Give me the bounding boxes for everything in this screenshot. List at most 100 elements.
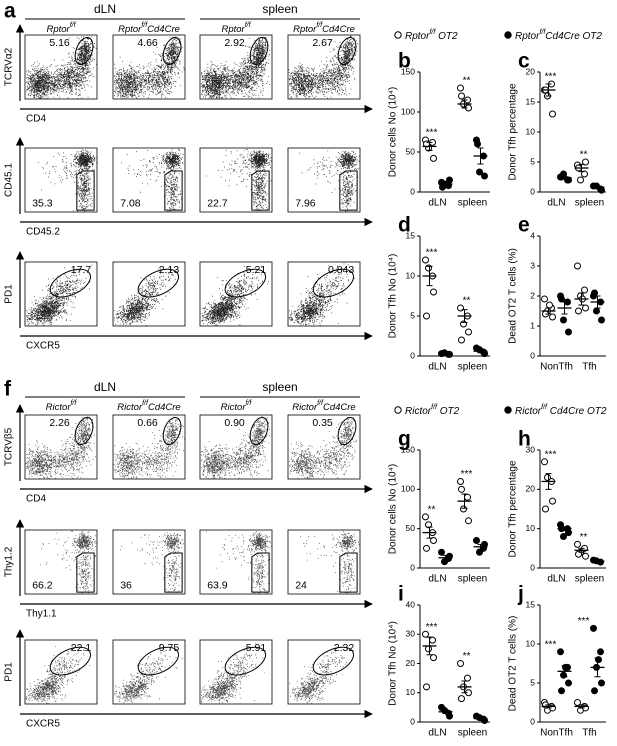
panel-letter: d: [398, 214, 411, 237]
y-axis-label: Dead OT2 T cells (%): [508, 248, 519, 344]
data-point: [565, 328, 572, 336]
y-axis-label: Dead OT2 T cells (%): [508, 616, 519, 712]
error-bar: [561, 175, 568, 180]
flow-events: [114, 645, 183, 704]
data-point: [560, 671, 567, 679]
gate: [224, 646, 267, 676]
data-point: [473, 536, 480, 544]
flow-events: [114, 36, 185, 99]
y-tick-label: 3: [530, 260, 535, 270]
error-bar: [594, 185, 601, 189]
error-bar: [578, 163, 585, 173]
text-base: Rictor: [405, 406, 432, 417]
data-point: [423, 683, 430, 691]
flow-events: [26, 36, 97, 100]
gate-value: 2.13: [159, 264, 180, 276]
significance: ***: [426, 248, 438, 259]
data-point: [481, 172, 488, 180]
significance: ***: [426, 128, 438, 139]
gate-value: 7.96: [295, 197, 316, 209]
significance: **: [463, 651, 471, 662]
panel-letter: j: [517, 583, 524, 606]
data-point: [465, 517, 472, 525]
x-axis-label: CD4: [26, 494, 46, 505]
y-tick-label: 30: [406, 629, 416, 639]
gate-value: 5.21: [246, 264, 267, 276]
error-bar: [578, 547, 585, 553]
x-tick-label: NonTfh: [540, 362, 573, 373]
error-bar: [426, 526, 433, 539]
error-bar: [426, 265, 433, 287]
significance: ***: [545, 72, 557, 83]
flow-events: [289, 648, 347, 704]
text-base: Rictor: [221, 402, 247, 413]
flow-events: [201, 265, 269, 326]
gate: [224, 268, 267, 298]
flow-events: [200, 416, 271, 479]
flow-events: [25, 646, 91, 705]
error-bar: [426, 636, 433, 656]
y-tick-label: 50: [406, 146, 416, 156]
data-point: [542, 505, 549, 513]
gate-value: 2.32: [334, 642, 355, 654]
flow-events: [200, 643, 265, 704]
y-tick-label: 0: [530, 350, 535, 360]
gate: [339, 552, 358, 593]
gate: [49, 646, 92, 676]
y-axis-label: TCRVα2: [4, 47, 15, 86]
y-tick-label: 15: [526, 599, 536, 609]
panel-letter: g: [398, 428, 411, 451]
data-point: [457, 84, 464, 92]
gate: [249, 416, 269, 446]
legend-marker: [504, 31, 512, 39]
data-point: [430, 654, 437, 662]
data-point: [549, 110, 556, 118]
error-bar: [545, 83, 552, 97]
text-base: Rictor: [117, 402, 143, 413]
gate: [74, 36, 94, 66]
data-point: [598, 316, 605, 324]
genotype-label: Rictorf/fCd4Cre: [292, 400, 355, 413]
group-header: spleen: [262, 380, 297, 394]
flow-plot-frame: [199, 639, 273, 705]
panel-letter: e: [518, 214, 530, 237]
x-tick-label: dLN: [428, 362, 446, 373]
gate-value: 35.3: [32, 197, 53, 209]
y-tick-label: 10: [526, 523, 536, 533]
gate-value: 0.843: [328, 264, 354, 276]
panel-letter: f: [4, 378, 12, 401]
gate-value: 36: [120, 579, 132, 591]
flow-events: [25, 416, 96, 479]
y-tick-label: 150: [401, 66, 415, 76]
flow-events: [120, 532, 185, 593]
error-bar: [578, 292, 585, 306]
x-axis-label: CXCR5: [26, 341, 60, 352]
significance: **: [463, 296, 471, 307]
gate-value: 4.66: [137, 37, 158, 49]
gate-value: 0.35: [312, 417, 333, 429]
error-bar: [477, 543, 484, 550]
data-point: [597, 648, 604, 656]
data-point: [577, 176, 584, 184]
text-superscript: f/f: [541, 404, 548, 411]
data-point: [439, 183, 446, 191]
text-superscript: f/f: [429, 29, 436, 36]
gate: [74, 416, 94, 446]
y-axis-label: Donor Tfh percentage: [508, 460, 519, 558]
gate: [251, 552, 270, 593]
flow-events: [200, 36, 271, 100]
y-tick-label: 20: [406, 658, 416, 668]
error-bar: [461, 493, 468, 509]
gate-value: 5.16: [49, 37, 70, 49]
panel-letter: h: [518, 428, 531, 451]
error-bar: [594, 657, 601, 678]
panel-letter: a: [4, 0, 16, 23]
data-point: [575, 307, 582, 315]
x-tick-label: dLN: [547, 198, 565, 209]
y-axis-label: PD1: [4, 662, 15, 682]
y-tick-label: 50: [406, 523, 416, 533]
gate: [337, 416, 357, 446]
y-axis-label: PD1: [4, 284, 15, 304]
data-point: [425, 645, 432, 653]
x-tick-label: spleen: [458, 198, 487, 209]
